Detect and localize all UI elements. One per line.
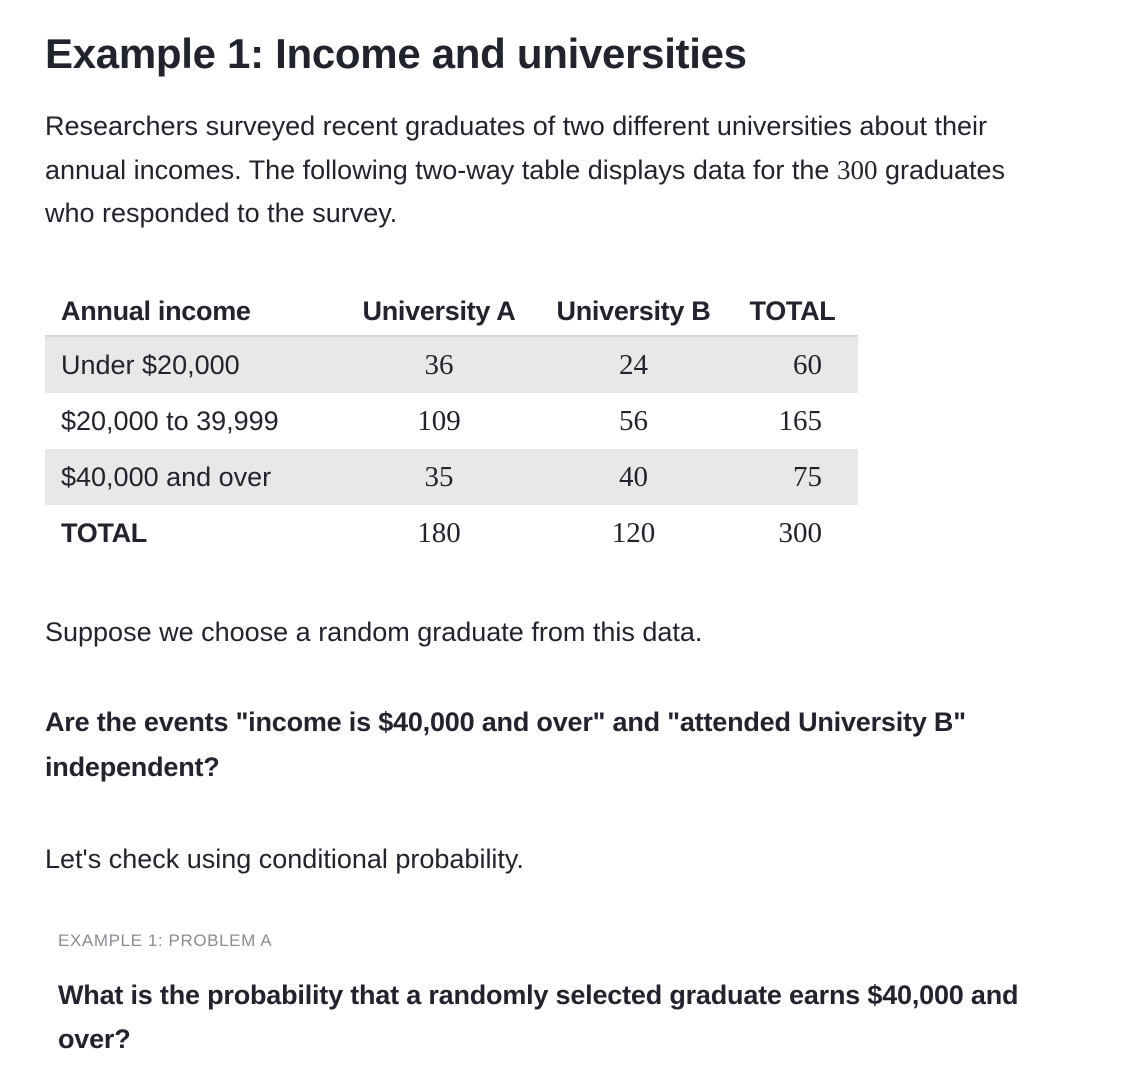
cell-total: 300 (778, 516, 823, 549)
intro-number: 300 (836, 154, 878, 185)
intro-paragraph: Researchers surveyed recent graduates of… (45, 105, 1055, 236)
cell-university-a: 109 (417, 404, 461, 437)
column-header-total: TOTAL (730, 287, 858, 337)
page-title: Example 1: Income and universities (45, 30, 747, 77)
intro-text-start: Researchers surveyed recent graduates of… (45, 111, 988, 185)
column-header-university-a: University A (341, 287, 537, 337)
problem-label: EXAMPLE 1: PROBLEM A (58, 931, 273, 950)
cell-university-b: 24 (537, 336, 730, 393)
table-row: $40,000 and over 35 40 75 (45, 449, 858, 505)
cell-university-b: 56 (619, 404, 648, 437)
cell-total: 75 (730, 449, 858, 505)
two-way-table: Annual income University A University B … (45, 287, 858, 561)
problem-question: What is the probability that a randomly … (58, 980, 1019, 1054)
cell-total: 165 (778, 404, 823, 437)
cell-university-b: 40 (537, 449, 730, 505)
column-header-annual-income: Annual income (45, 287, 341, 337)
table-total-row: TOTAL 180 120 300 (45, 505, 858, 561)
cell-university-a: 180 (417, 516, 461, 549)
intro-text-end: graduates who responded to the survey. (45, 154, 1006, 229)
suppose-paragraph: Suppose we choose a random graduate from… (45, 617, 703, 647)
cell-total: 60 (730, 336, 858, 393)
row-label: Under $20,000 (45, 336, 341, 393)
table-row: $20,000 to 39,999 109 56 165 (45, 393, 858, 449)
row-label: $20,000 to 39,999 (61, 405, 279, 436)
independence-question: Are the events "income is $40,000 and ov… (45, 707, 966, 782)
column-header-university-b: University B (537, 287, 730, 337)
table-row: Under $20,000 36 24 60 (45, 336, 858, 393)
row-label: $40,000 and over (45, 449, 341, 505)
table-header-row: Annual income University A University B … (45, 287, 858, 337)
cell-university-a: 35 (341, 449, 537, 505)
cell-university-a: 36 (341, 336, 537, 393)
check-paragraph: Let's check using conditional probabilit… (45, 844, 524, 874)
row-label: TOTAL (61, 517, 147, 548)
cell-university-b: 120 (611, 516, 656, 549)
